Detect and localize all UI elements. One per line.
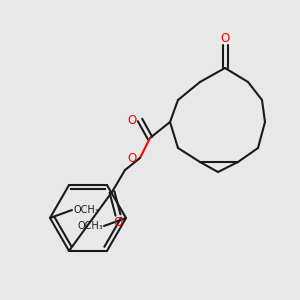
Text: OCH₃: OCH₃ bbox=[73, 205, 99, 215]
Text: O: O bbox=[128, 152, 136, 164]
Text: O: O bbox=[128, 113, 136, 127]
Text: O: O bbox=[220, 32, 230, 46]
Text: O: O bbox=[113, 217, 123, 230]
Text: OCH₃: OCH₃ bbox=[77, 221, 103, 231]
